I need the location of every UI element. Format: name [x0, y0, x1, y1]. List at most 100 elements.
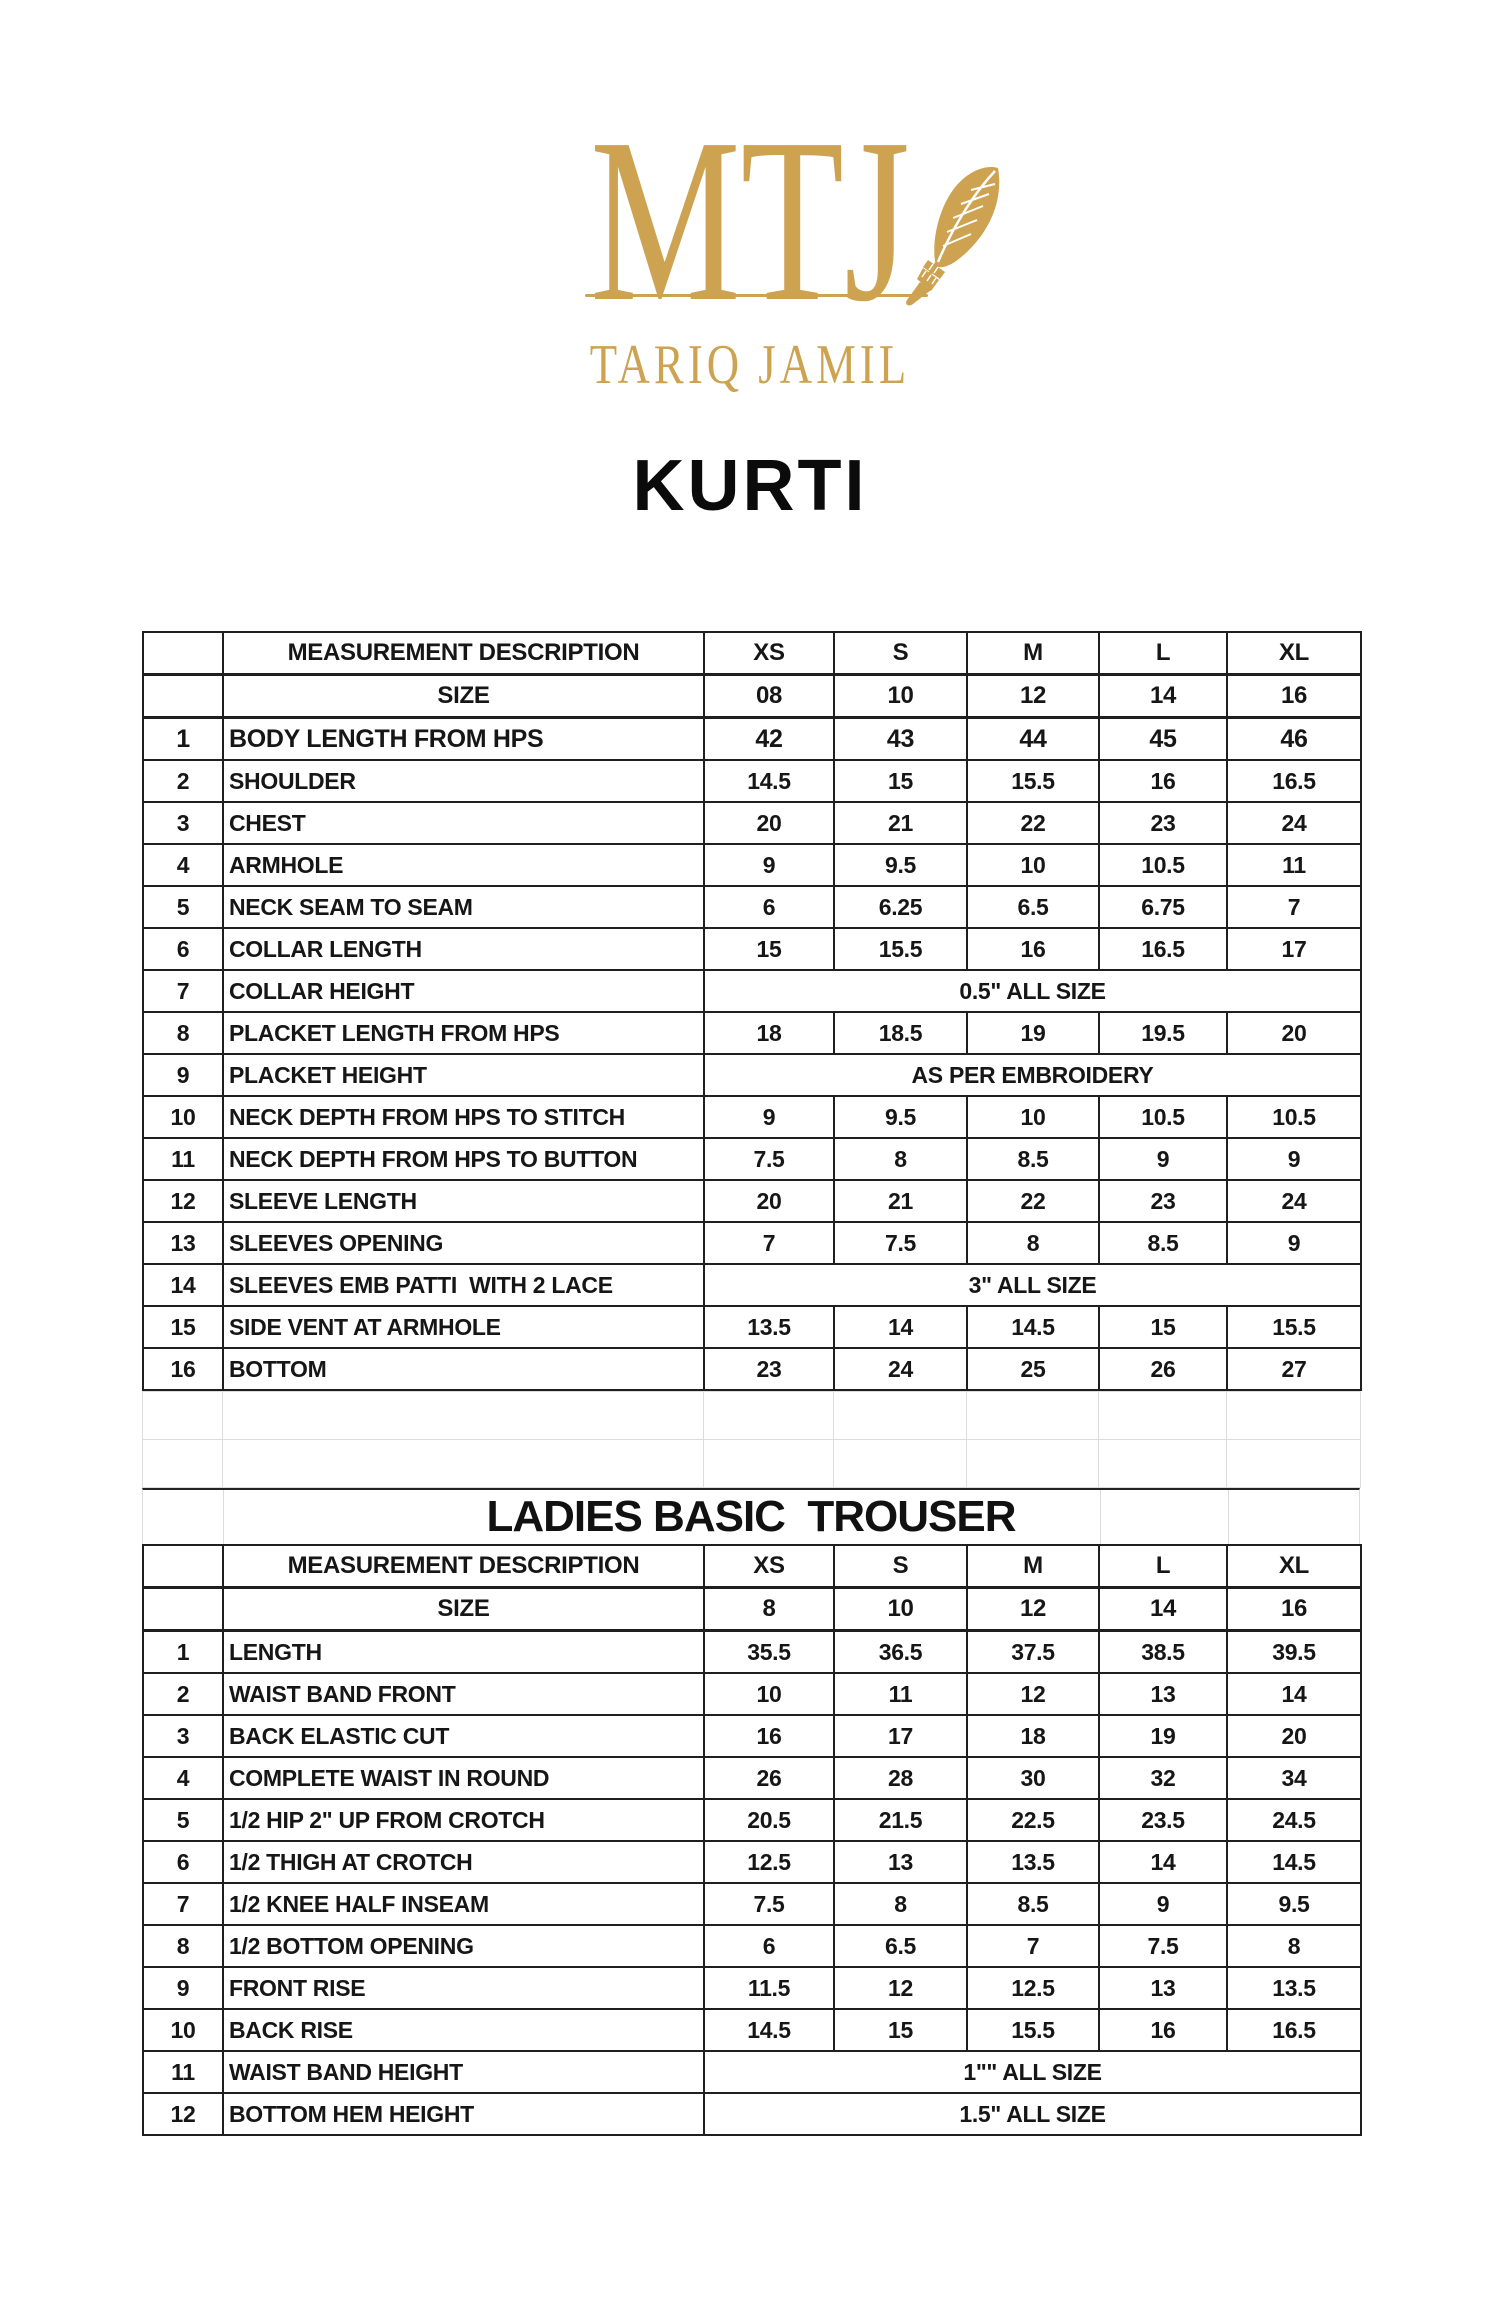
trouser-size-table: MEASUREMENT DESCRIPTION XS S M L XL SIZE… [142, 1544, 1362, 2136]
size-value: 38.5 [1098, 1629, 1228, 1674]
size-value: 13 [833, 1840, 968, 1884]
size-value: 8.5 [966, 1882, 1100, 1926]
header-row: MEASUREMENT DESCRIPTION XS S M L XL [142, 631, 1362, 676]
row-number: 13 [142, 1221, 224, 1265]
row-label: SLEEVE LENGTH [222, 1179, 705, 1223]
table-row: 14 SLEEVES EMB PATTI WITH 2 LACE 3" ALL SI… [142, 1263, 1362, 1307]
size-value: 10.5 [1098, 1095, 1228, 1139]
size-value: 43 [833, 716, 968, 761]
logo-underline [585, 294, 928, 297]
brand-name: TARIQ JAMIL [589, 334, 911, 396]
row-number: 1 [142, 1629, 224, 1674]
row-number: 15 [142, 1305, 224, 1349]
row-label: FRONT RISE [222, 1966, 705, 2010]
column-header-xs: XS [703, 1544, 835, 1589]
table-row: 6 COLLAR LENGTH 15 15.5 16 16.5 17 [142, 927, 1362, 971]
table-row: 7 COLLAR HEIGHT 0.5" ALL SIZE [142, 969, 1362, 1013]
row-number: 12 [142, 1179, 224, 1223]
row-number: 10 [142, 2008, 224, 2052]
row-number: 7 [142, 1882, 224, 1926]
size-value: 32 [1098, 1756, 1228, 1800]
kurti-size-table: MEASUREMENT DESCRIPTION XS S M L XL SIZE… [142, 631, 1362, 1391]
tables-area: MEASUREMENT DESCRIPTION XS S M L XL SIZE… [142, 631, 1362, 2136]
size-value: 8 [703, 1586, 835, 1632]
size-value: 8 [1226, 1924, 1362, 1968]
size-value: 14 [1098, 1586, 1228, 1632]
size-value: 7 [703, 1221, 835, 1265]
size-value: 11.5 [703, 1966, 835, 2010]
row-number: 3 [142, 1714, 224, 1758]
size-value: 16 [1226, 673, 1362, 719]
size-value: 14.5 [703, 2008, 835, 2052]
table-row: 8 PLACKET LENGTH FROM HPS 18 18.5 19 19.5 20 [142, 1011, 1362, 1055]
size-value: 9 [1226, 1137, 1362, 1181]
size-value: 7.5 [833, 1221, 968, 1265]
row-label: SLEEVES OPENING [222, 1221, 705, 1265]
size-value: 20 [703, 1179, 835, 1223]
row-number: 6 [142, 1840, 224, 1884]
size-value: 24 [1226, 1179, 1362, 1223]
column-header-description: MEASUREMENT DESCRIPTION [222, 1544, 705, 1589]
table-row: 2 SHOULDER 14.5 15 15.5 16 16.5 [142, 759, 1362, 803]
corner-cell [142, 1544, 224, 1589]
row-label: WAIST BAND FRONT [222, 1672, 705, 1716]
row-label: ARMHOLE [222, 843, 705, 887]
table-row: 7 1/2 KNEE HALF INSEAM 7.5 8 8.5 9 9.5 [142, 1882, 1362, 1926]
size-value: 13.5 [966, 1840, 1100, 1884]
size-value: 14 [1098, 673, 1228, 719]
size-value: 19.5 [1098, 1011, 1228, 1055]
size-value: 39.5 [1226, 1629, 1362, 1674]
size-value: 15 [1098, 1305, 1228, 1349]
size-value: 14.5 [703, 759, 835, 803]
size-value: 23 [703, 1347, 835, 1391]
row-number: 2 [142, 1672, 224, 1716]
table-row: 10 NECK DEPTH FROM HPS TO STITCH 9 9.5 10 10.… [142, 1095, 1362, 1139]
size-value: 22.5 [966, 1798, 1100, 1842]
row-label: COMPLETE WAIST IN ROUND [222, 1756, 705, 1800]
row-label: BOTTOM [222, 1347, 705, 1391]
row-number: 3 [142, 801, 224, 845]
row-number: 4 [142, 843, 224, 887]
row-label: BACK ELASTIC CUT [222, 1714, 705, 1758]
row-number: 11 [142, 1137, 224, 1181]
row-label: NECK DEPTH FROM HPS TO STITCH [222, 1095, 705, 1139]
trouser-table-title: LADIES BASIC TROUSER [486, 1492, 1016, 1541]
size-value: 27 [1226, 1347, 1362, 1391]
size-value: 16 [966, 927, 1100, 971]
size-value: 15.5 [1226, 1305, 1362, 1349]
mtj-logo-monogram: MTJ [590, 90, 910, 350]
table-row: 12 SLEEVE LENGTH 20 21 22 23 24 [142, 1179, 1362, 1223]
size-value: 16.5 [1098, 927, 1228, 971]
row-label: WAIST BAND HEIGHT [222, 2050, 705, 2094]
size-value: 8 [966, 1221, 1100, 1265]
size-value: 16 [703, 1714, 835, 1758]
size-value: 24.5 [1226, 1798, 1362, 1842]
column-header-xl: XL [1226, 1544, 1362, 1589]
table-row: 9 FRONT RISE 11.5 12 12.5 13 13.5 [142, 1966, 1362, 2010]
empty-row [142, 1391, 1361, 1440]
row-number: 2 [142, 759, 224, 803]
row-label: SIDE VENT AT ARMHOLE [222, 1305, 705, 1349]
table-row: 5 1/2 HIP 2" UP FROM CROTCH 20.5 21.5 22.5 23… [142, 1798, 1362, 1842]
size-row: SIZE 08 10 12 14 16 [142, 673, 1362, 719]
size-value: 45 [1098, 716, 1228, 761]
size-value: 6 [703, 1924, 835, 1968]
gridline [1228, 1490, 1229, 1544]
row-label: 1/2 HIP 2" UP FROM CROTCH [222, 1798, 705, 1842]
size-value: 6.75 [1098, 885, 1228, 929]
size-value: 6.5 [966, 885, 1100, 929]
size-value: 13.5 [703, 1305, 835, 1349]
quill-feather-icon [906, 166, 1000, 306]
row-number: 11 [142, 2050, 224, 2094]
table-row: 2 WAIST BAND FRONT 10 11 12 13 14 [142, 1672, 1362, 1716]
size-value: 24 [833, 1347, 968, 1391]
size-value: 7.5 [703, 1137, 835, 1181]
size-value: 13 [1098, 1966, 1228, 2010]
size-value: 7 [1226, 885, 1362, 929]
size-value: 9 [703, 843, 835, 887]
row-number: 4 [142, 1756, 224, 1800]
row-number: 12 [142, 2092, 224, 2136]
size-row-label: SIZE [222, 1586, 705, 1632]
gridline [1100, 1490, 1101, 1544]
table-row: 3 CHEST 20 21 22 23 24 [142, 801, 1362, 845]
